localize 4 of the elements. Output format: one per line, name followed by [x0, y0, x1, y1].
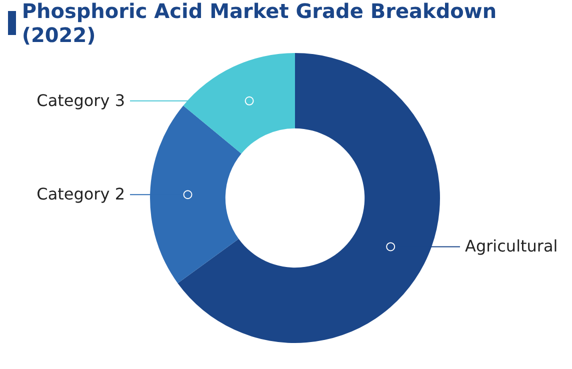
slice-label: Category 3 — [36, 90, 125, 110]
chart-title: Phosphoric Acid Market Grade Breakdown (2022) — [22, 0, 498, 47]
slice-label: Agricultural — [465, 236, 558, 256]
slice-label: Category 2 — [36, 184, 125, 204]
